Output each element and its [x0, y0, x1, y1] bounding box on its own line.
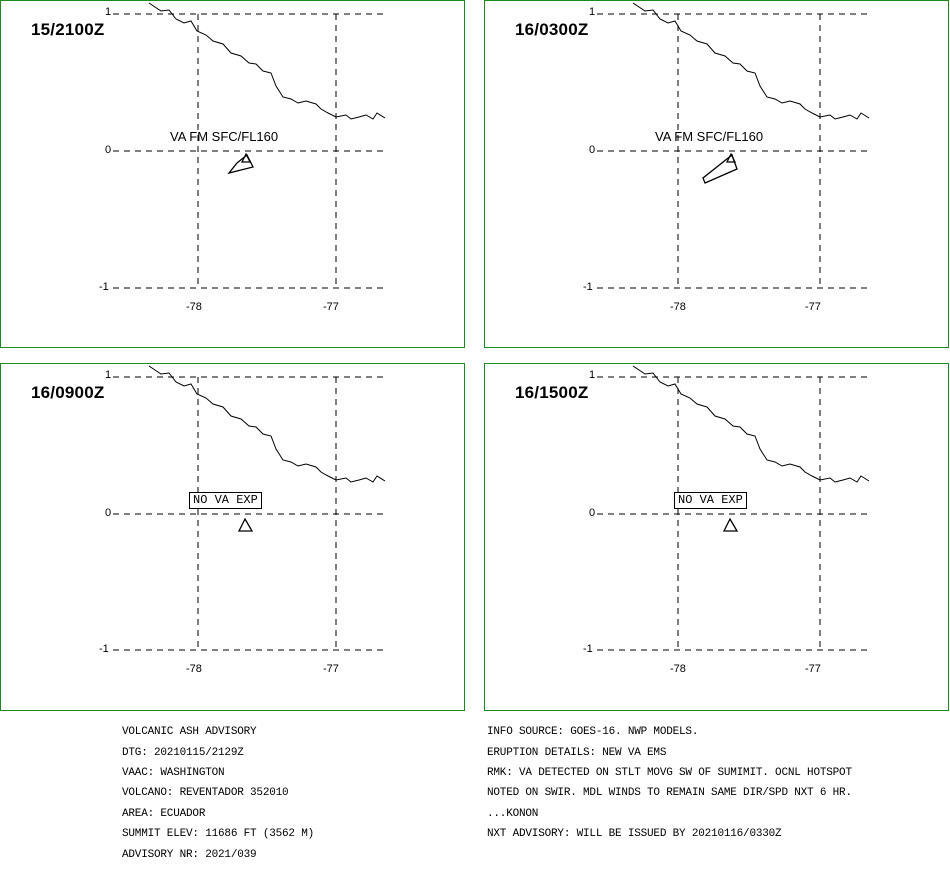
no-va-expected-box: NO VA EXP — [674, 492, 747, 509]
lat-tick-1: 1 — [105, 6, 112, 18]
lon-tick-77: -77 — [323, 301, 339, 313]
lat-tick-0: 0 — [589, 144, 596, 156]
remarks-line-1: RMK: VA DETECTED ON STLT MOVG SW OF SUMI… — [487, 767, 852, 780]
valid-time: 16/0300Z — [515, 20, 589, 39]
lat-tick-neg1: -1 — [583, 281, 593, 293]
volcano-triangle-icon — [237, 517, 254, 532]
forecast-panel-4: 16/1500Z 1 0 -1 -78 -77 NO VA EXP — [484, 363, 949, 711]
advisory-vaac: VAAC: WASHINGTON — [122, 767, 225, 780]
advisory-volcano: VOLCANO: REVENTADOR 352010 — [122, 787, 289, 800]
info-source: INFO SOURCE: GOES-16. NWP MODELS. — [487, 726, 699, 739]
lat-tick-neg1: -1 — [99, 281, 109, 293]
map-graphics — [597, 2, 870, 289]
forecast-panel-3: 16/0900Z 1 0 -1 -78 -77 NO VA EXP — [0, 363, 465, 711]
ash-cloud — [702, 153, 738, 184]
volcano-triangle-icon — [241, 152, 251, 163]
coastline — [632, 2, 870, 120]
lon-tick-78: -78 — [670, 663, 686, 675]
lat-tick-0: 0 — [105, 144, 112, 156]
ash-level-label: VA FM SFC/FL160 — [170, 129, 279, 144]
lat-tick-neg1: -1 — [99, 643, 109, 655]
lon-tick-77: -77 — [805, 301, 821, 313]
ash-cloud — [227, 153, 254, 175]
lat-tick-0: 0 — [105, 507, 112, 519]
next-advisory: NXT ADVISORY: WILL BE ISSUED BY 20210116… — [487, 828, 782, 841]
lon-tick-78: -78 — [670, 301, 686, 313]
coastline — [148, 2, 386, 120]
advisory-number: ADVISORY NR: 2021/039 — [122, 848, 257, 861]
lon-tick-78: -78 — [186, 663, 202, 675]
valid-time: 15/2100Z — [31, 20, 105, 39]
eruption-details: ERUPTION DETAILS: NEW VA EMS — [487, 746, 667, 759]
lat-tick-0: 0 — [589, 507, 596, 519]
lat-tick-1: 1 — [589, 6, 596, 18]
remarks-line-2: NOTED ON SWIR. MDL WINDS TO REMAIN SAME … — [487, 787, 852, 800]
lat-tick-neg1: -1 — [583, 643, 593, 655]
lon-tick-78: -78 — [186, 301, 202, 313]
volcano-triangle-icon — [722, 517, 739, 532]
ash-level-label: VA FM SFC/FL160 — [655, 129, 764, 144]
advisory-summit-elev: SUMMIT ELEV: 11686 FT (3562 M) — [122, 828, 315, 841]
map-graphics — [113, 365, 386, 651]
coastline — [148, 365, 386, 483]
advisory-title: VOLCANIC ASH ADVISORY — [122, 726, 257, 739]
coastline — [632, 365, 870, 483]
forecast-panel-1: 15/2100Z 1 0 -1 -78 -77 VA FM SFC/FL160 — [0, 0, 465, 348]
forecast-panel-2: 16/0300Z 1 0 -1 -78 -77 VA FM SFC/FL160 — [484, 0, 949, 348]
advisory-area: AREA: ECUADOR — [122, 807, 206, 820]
valid-time: 16/0900Z — [31, 383, 105, 402]
lat-tick-1: 1 — [105, 369, 112, 381]
forecaster: ...KONON — [487, 807, 539, 820]
advisory-details-block: INFO SOURCE: GOES-16. NWP MODELS. ERUPTI… — [487, 717, 852, 850]
valid-time: 16/1500Z — [515, 383, 589, 402]
map-graphics — [113, 2, 386, 289]
volcano-triangle-icon — [726, 152, 736, 163]
advisory-dtg: DTG: 20210115/2129Z — [122, 746, 244, 759]
lon-tick-77: -77 — [323, 663, 339, 675]
map-graphics — [597, 365, 870, 651]
advisory-header-block: VOLCANIC ASH ADVISORY DTG: 20210115/2129… — [122, 717, 314, 870]
no-va-expected-box: NO VA EXP — [189, 492, 262, 509]
lat-tick-1: 1 — [589, 369, 596, 381]
lon-tick-77: -77 — [805, 663, 821, 675]
